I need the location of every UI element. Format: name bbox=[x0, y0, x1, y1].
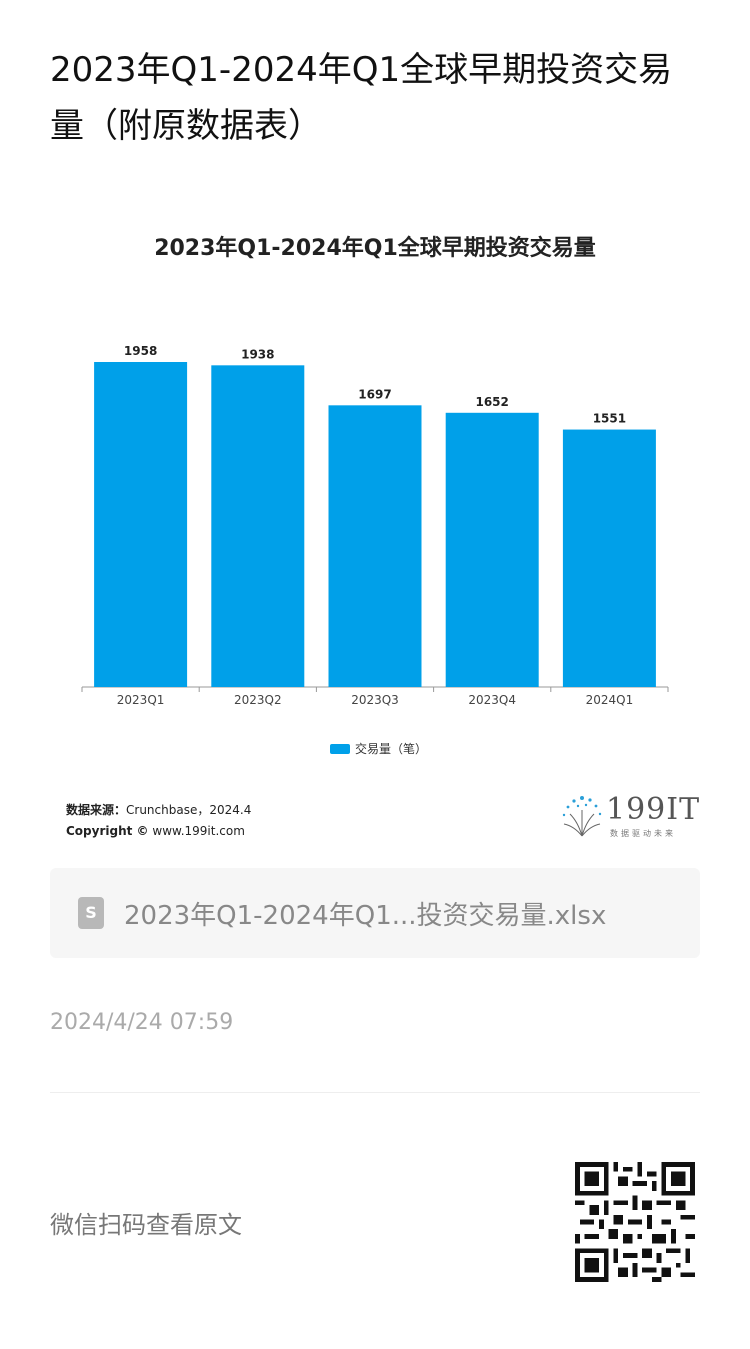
chart-legend: 交易量（笔） bbox=[330, 740, 427, 757]
qr-code-icon[interactable] bbox=[575, 1162, 695, 1282]
data-label: 1551 bbox=[593, 412, 626, 426]
bar-2023Q4 bbox=[445, 412, 539, 687]
data-label: 1938 bbox=[241, 347, 274, 361]
chart-card: 2023年Q1-2024年Q1全球早期投资交易量 1958 2023Q1 1938 2… bbox=[50, 200, 700, 860]
data-label: 1697 bbox=[358, 387, 391, 401]
data-source: 数据来源：Crunchbase，2024.4 Copyright © www.1… bbox=[66, 800, 251, 842]
source-label: 数据来源： bbox=[66, 803, 127, 817]
attachment-card[interactable]: S 2023年Q1-2024年Q1...投资交易量.xlsx bbox=[50, 868, 700, 958]
x-tick-label: 2024Q1 bbox=[586, 693, 634, 707]
logo-subtitle: 数据驱动未来 bbox=[610, 829, 676, 838]
file-icon-letter: S bbox=[85, 903, 97, 922]
source-value: Crunchbase，2024.4 bbox=[126, 803, 252, 817]
qr-hint: 微信扫码查看原文 bbox=[50, 1211, 242, 1239]
page-title: 2023年Q1-2024年Q1全球早期投资交易量（附原数据表） bbox=[50, 50, 673, 146]
copyright-value: www.199it.com bbox=[152, 824, 245, 838]
publish-timestamp: 2024/4/24 07:59 bbox=[50, 1010, 234, 1035]
data-label: 1652 bbox=[475, 395, 508, 409]
chart-title: 2023年Q1-2024年Q1全球早期投资交易量 bbox=[154, 236, 596, 261]
bar-2024Q1 bbox=[562, 429, 656, 687]
spreadsheet-file-icon: S bbox=[78, 897, 104, 929]
x-tick-label: 2023Q2 bbox=[234, 693, 282, 707]
bar-2023Q3 bbox=[328, 405, 422, 687]
bar-chart: 1958 2023Q1 1938 2023Q2 1697 2023Q3 1652 2023Q4… bbox=[81, 344, 669, 707]
x-tick-label: 2023Q3 bbox=[351, 693, 399, 707]
bar-2023Q1 bbox=[94, 362, 188, 687]
logo-text: 199IT bbox=[606, 792, 701, 827]
legend-swatch bbox=[330, 743, 350, 754]
attachment-name: 2023年Q1-2024年Q1...投资交易量.xlsx bbox=[124, 900, 607, 931]
legend-label: 交易量（笔） bbox=[355, 742, 428, 756]
divider bbox=[50, 1092, 700, 1093]
bar-2023Q2 bbox=[211, 365, 305, 687]
x-tick-label: 2023Q4 bbox=[468, 693, 516, 707]
x-tick-label: 2023Q1 bbox=[117, 693, 165, 707]
logo: 199IT 数据驱动未来 bbox=[558, 792, 701, 842]
dandelion-logo-icon bbox=[562, 796, 602, 837]
data-label: 1958 bbox=[124, 344, 157, 358]
copyright-label: Copyright © bbox=[66, 824, 149, 838]
